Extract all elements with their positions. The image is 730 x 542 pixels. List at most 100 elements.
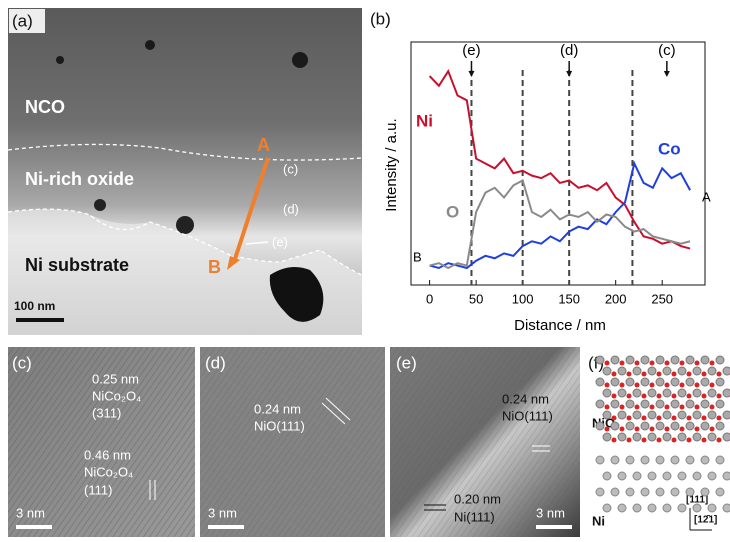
atom: [717, 372, 722, 377]
spacing-label: 0.24 nm: [254, 401, 301, 416]
atom: [671, 488, 679, 496]
atom: [648, 504, 656, 512]
panel-a: (a) NCO Ni-rich oxide Ni substrate A B (…: [8, 8, 362, 335]
atom: [663, 411, 671, 419]
marker-arrow-head: [566, 71, 572, 77]
atom: [672, 372, 677, 377]
atom: [656, 400, 664, 408]
atom: [596, 378, 604, 386]
atom: [687, 438, 692, 443]
series-label: Co: [658, 139, 681, 158]
atom: [678, 504, 686, 512]
spacing-label: 0.24 nm: [502, 391, 549, 406]
atom: [665, 427, 670, 432]
atom: [665, 383, 670, 388]
atom: [626, 378, 634, 386]
atom: [710, 383, 715, 388]
atom: [723, 367, 730, 375]
marker-label: (c): [658, 42, 676, 59]
atom: [680, 427, 685, 432]
panel-f: (f) NiO Ni [111] [12̄1]: [583, 347, 730, 537]
plane-label: NiO(111): [254, 418, 305, 433]
x-tick-label: 100: [512, 291, 534, 306]
atom: [723, 504, 730, 512]
position-label: (c): [283, 161, 298, 176]
atom: [612, 394, 617, 399]
atom: [708, 367, 716, 375]
atom: [716, 378, 724, 386]
panel-d: (d) 0.24 nm NiO(111) 3 nm: [200, 347, 385, 537]
atom: [663, 367, 671, 375]
atom: [641, 488, 649, 496]
atom: [710, 361, 715, 366]
y-axis-title: Intensity / a.u.: [383, 118, 400, 211]
atom: [671, 400, 679, 408]
atom: [626, 422, 634, 430]
atom: [648, 367, 656, 375]
atom: [611, 456, 619, 464]
atom: [627, 394, 632, 399]
atom: [701, 378, 709, 386]
atom: [701, 400, 709, 408]
atom: [702, 438, 707, 443]
page: Figure body { margin: 0; background: #ff…: [0, 0, 730, 537]
atom: [687, 394, 692, 399]
atom: [717, 394, 722, 399]
panel-e: (e) 0.24 nm NiO(111) 0.20 nm Ni(111) 3 n…: [390, 347, 580, 537]
atom: [596, 488, 604, 496]
atom: [620, 361, 625, 366]
atom: [693, 411, 701, 419]
plane-label: Ni(111): [454, 509, 495, 524]
void: [145, 40, 155, 50]
atom: [648, 389, 656, 397]
atom: [678, 389, 686, 397]
series-label: Ni: [416, 111, 433, 130]
atom: [663, 433, 671, 441]
atom: [716, 400, 724, 408]
atom: [663, 472, 671, 480]
atom: [635, 427, 640, 432]
x-axis-title: Distance / nm: [514, 317, 606, 334]
atom: [642, 394, 647, 399]
atom: [671, 378, 679, 386]
atom: [620, 383, 625, 388]
atom: [656, 378, 664, 386]
atom: [633, 433, 641, 441]
marker-arrow-head: [664, 71, 670, 77]
atom: [627, 416, 632, 421]
plane-label: (111): [84, 482, 112, 497]
atom: [702, 394, 707, 399]
atom: [605, 361, 610, 366]
atom: [603, 504, 611, 512]
atom: [633, 472, 641, 480]
layer-label: Ni: [592, 513, 605, 528]
atom: [657, 416, 662, 421]
atom: [635, 383, 640, 388]
atom: [686, 400, 694, 408]
atom: [641, 356, 649, 364]
atom: [693, 433, 701, 441]
direction-label: [12̄1]: [694, 515, 717, 526]
scale-label: 3 nm: [536, 505, 565, 520]
atom: [710, 405, 715, 410]
panel-label: (c): [12, 353, 32, 372]
region-label: NCO: [25, 97, 65, 117]
atom: [618, 433, 626, 441]
atom: [641, 422, 649, 430]
atom: [596, 400, 604, 408]
scale-label: 3 nm: [16, 505, 45, 520]
atom: [656, 422, 664, 430]
atom: [693, 367, 701, 375]
phase-label: NiCo₂O₄: [92, 388, 141, 403]
atom: [671, 456, 679, 464]
atom: [626, 400, 634, 408]
atom: [693, 389, 701, 397]
void: [94, 199, 106, 211]
atom: [657, 394, 662, 399]
atom: [641, 456, 649, 464]
series-line: [430, 71, 691, 248]
region-label: Ni-rich oxide: [25, 169, 134, 189]
atom: [648, 411, 656, 419]
atom: [708, 411, 716, 419]
